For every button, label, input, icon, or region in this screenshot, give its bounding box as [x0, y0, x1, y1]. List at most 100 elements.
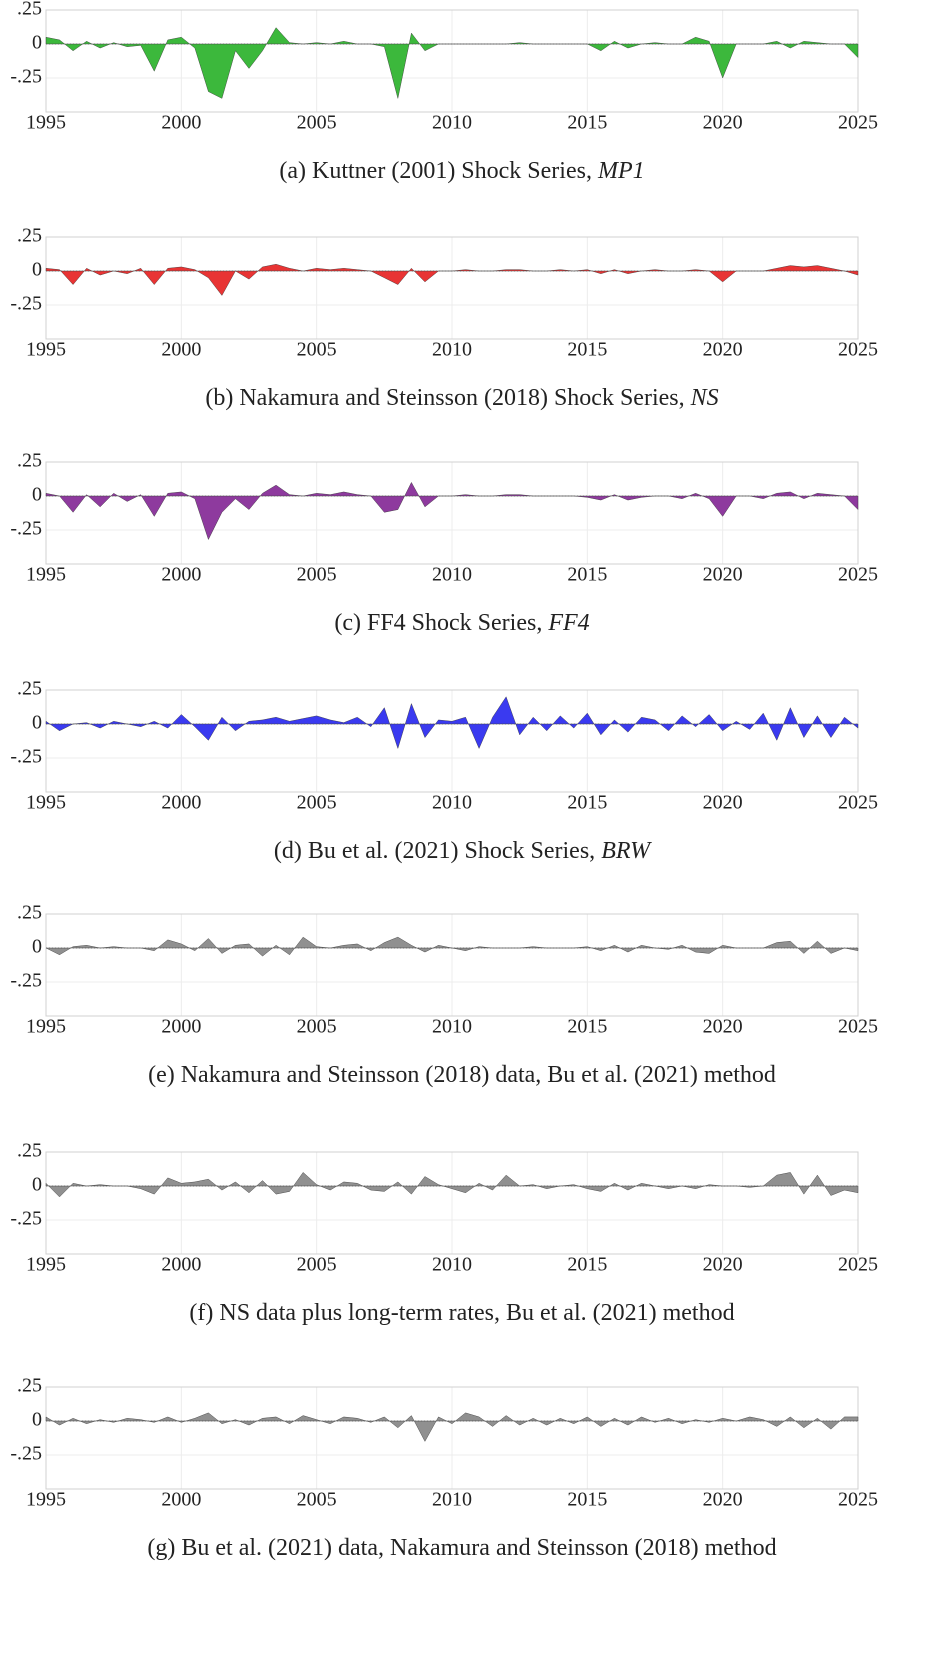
x-tick-label: 1995	[26, 1254, 66, 1276]
x-tick-label: 1995	[26, 792, 66, 814]
x-tick-label: 2020	[703, 1254, 743, 1276]
x-tick-label: 2000	[161, 339, 201, 361]
x-tick-label: 1995	[26, 339, 66, 361]
x-tick-label: 2025	[838, 564, 878, 586]
plot-frame	[45, 913, 859, 1017]
y-tick-label: -.25	[10, 1208, 42, 1230]
x-tick-label: 2020	[703, 564, 743, 586]
y-tick-label: -.25	[10, 970, 42, 992]
x-tick-label: 1995	[26, 1489, 66, 1511]
y-tick-label: .25	[17, 225, 42, 247]
y-tick-label: -.25	[10, 293, 42, 315]
x-tick-label: 2010	[432, 1254, 472, 1276]
y-tick-label: 0	[32, 32, 42, 54]
panel: 1995 2000 2005 2010 2015 2020 2025 .25 0 -.25 (g) …	[10, 1375, 878, 1561]
x-tick-label: 2020	[703, 1016, 743, 1038]
x-tick-label: 2025	[838, 792, 878, 814]
x-tick-label: 2000	[161, 564, 201, 586]
y-tick-label: .25	[17, 902, 42, 924]
x-tick-label: 2025	[838, 112, 878, 134]
x-tick-label: 2005	[297, 564, 337, 586]
x-tick-label: 2015	[567, 792, 607, 814]
y-tick-label: -.25	[10, 66, 42, 88]
y-tick-label: .25	[17, 0, 42, 20]
y-tick-label: 0	[32, 259, 42, 281]
area	[45, 1412, 859, 1442]
x-tick-label: 2025	[838, 1016, 878, 1038]
caption: (f) NS data plus long-term rates, Bu et …	[189, 1300, 734, 1326]
caption-text: (d) Bu et al. (2021) Shock Series,	[274, 838, 601, 864]
x-tick-label: 2005	[297, 339, 337, 361]
caption: (a) Kuttner (2001) Shock Series, MP1	[279, 158, 644, 184]
x-tick-label: 2005	[297, 1016, 337, 1038]
x-tick-label: 2000	[161, 1016, 201, 1038]
x-tick-label: 2010	[432, 112, 472, 134]
caption-symbol: MP1	[597, 158, 645, 184]
caption-text: (a) Kuttner (2001) Shock Series,	[279, 158, 598, 184]
y-tick-label: 0	[32, 484, 42, 506]
caption: (g) Bu et al. (2021) data, Nakamura and …	[147, 1535, 776, 1561]
caption-symbol: BRW	[601, 838, 652, 864]
panel: 1995 2000 2005 2010 2015 2020 2025 .25 0 -.25 (a) …	[10, 0, 878, 184]
y-tick-label: .25	[17, 1375, 42, 1397]
plot-frame	[45, 236, 859, 340]
area	[45, 696, 859, 750]
x-tick-label: 2020	[703, 112, 743, 134]
x-tick-label: 2000	[161, 112, 201, 134]
x-tick-label: 2010	[432, 564, 472, 586]
x-tick-label: 2000	[161, 1489, 201, 1511]
x-tick-label: 2015	[567, 1016, 607, 1038]
x-tick-label: 2015	[567, 1489, 607, 1511]
caption-text: (c) FF4 Shock Series,	[334, 610, 548, 636]
x-tick-label: 2015	[567, 1254, 607, 1276]
x-tick-label: 1995	[26, 112, 66, 134]
x-tick-label: 2000	[161, 792, 201, 814]
plot-frame	[45, 1151, 859, 1255]
x-tick-label: 2020	[703, 339, 743, 361]
caption: (e) Nakamura and Steinsson (2018) data, …	[148, 1062, 776, 1088]
area	[45, 1172, 859, 1198]
caption: (b) Nakamura and Steinsson (2018) Shock …	[205, 385, 718, 411]
plot-frame	[45, 461, 859, 565]
y-tick-label: .25	[17, 678, 42, 700]
y-tick-label: 0	[32, 712, 42, 734]
x-tick-label: 2005	[297, 112, 337, 134]
y-tick-label: .25	[17, 1140, 42, 1162]
plot-frame	[45, 1386, 859, 1490]
x-tick-label: 2015	[567, 339, 607, 361]
panel: 1995 2000 2005 2010 2015 2020 2025 .25 0 -.25 (e) …	[10, 902, 878, 1088]
x-tick-label: 2005	[297, 792, 337, 814]
x-tick-label: 2015	[567, 112, 607, 134]
caption-text: (e) Nakamura and Steinsson (2018) data, …	[148, 1062, 776, 1088]
panel: 1995 2000 2005 2010 2015 2020 2025 .25 0 -.25 (c) …	[10, 450, 878, 636]
caption-text: (b) Nakamura and Steinsson (2018) Shock …	[205, 385, 690, 411]
panel: 1995 2000 2005 2010 2015 2020 2025 .25 0 -.25 (f) …	[10, 1140, 878, 1326]
caption: (c) FF4 Shock Series, FF4	[334, 610, 589, 636]
x-tick-label: 2025	[838, 1489, 878, 1511]
x-tick-label: 2010	[432, 1489, 472, 1511]
x-tick-label: 1995	[26, 1016, 66, 1038]
y-tick-label: 0	[32, 1409, 42, 1431]
x-tick-label: 1995	[26, 564, 66, 586]
x-tick-label: 2000	[161, 1254, 201, 1276]
y-tick-label: -.25	[10, 518, 42, 540]
panel: 1995 2000 2005 2010 2015 2020 2025 .25 0 -.25 (d) …	[10, 678, 878, 864]
x-tick-label: 2010	[432, 792, 472, 814]
x-tick-label: 2005	[297, 1489, 337, 1511]
y-tick-label: .25	[17, 450, 42, 472]
x-tick-label: 2010	[432, 339, 472, 361]
x-tick-label: 2005	[297, 1254, 337, 1276]
x-tick-label: 2025	[838, 1254, 878, 1276]
caption-text: (f) NS data plus long-term rates, Bu et …	[189, 1300, 734, 1326]
panel: 1995 2000 2005 2010 2015 2020 2025 .25 0 -.25 (b) …	[10, 225, 878, 411]
caption-text: (g) Bu et al. (2021) data, Nakamura and …	[147, 1535, 776, 1561]
x-tick-label: 2025	[838, 339, 878, 361]
caption-symbol: NS	[690, 385, 719, 411]
x-tick-label: 2020	[703, 792, 743, 814]
x-tick-label: 2020	[703, 1489, 743, 1511]
x-tick-label: 2010	[432, 1016, 472, 1038]
y-tick-label: 0	[32, 1174, 42, 1196]
caption: (d) Bu et al. (2021) Shock Series, BRW	[274, 838, 652, 864]
plot-frame	[45, 689, 859, 793]
